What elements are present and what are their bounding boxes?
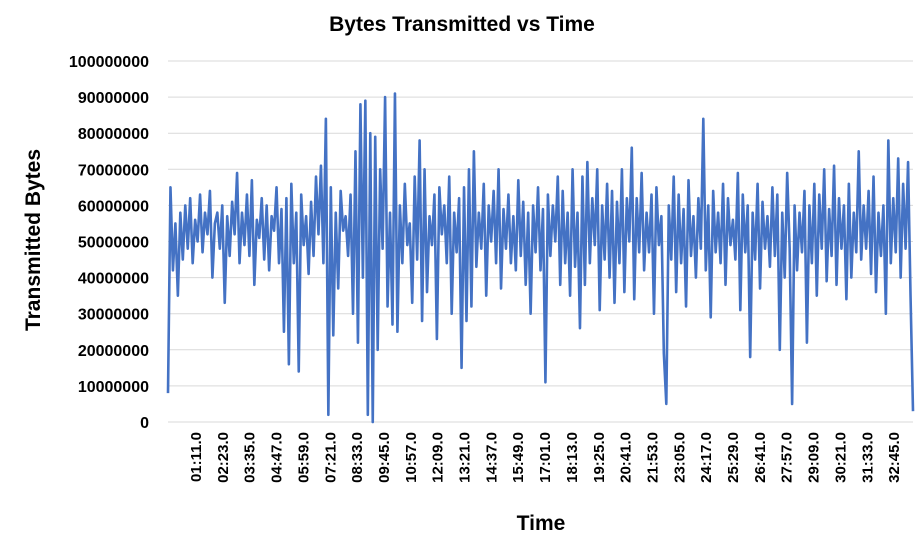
y-axis-tick-labels: 0 10000000 20000000 30000000 40000000 5000000…	[69, 54, 149, 432]
x-tick-label: 31:33.0	[859, 432, 876, 483]
x-tick-label: 29:09.0	[806, 432, 823, 483]
x-tick-label: 03:35.0	[242, 432, 259, 483]
y-tick-label: 0	[140, 415, 149, 432]
x-tick-label: 13:21.0	[457, 432, 474, 483]
x-tick-label: 10:57.0	[403, 432, 420, 483]
x-tick-label: 32:45.0	[886, 432, 903, 483]
x-tick-label: 30:21.0	[832, 432, 849, 483]
x-tick-label: 27:57.0	[779, 432, 796, 483]
x-tick-label: 20:41.0	[618, 432, 635, 483]
y-tick-label: 50000000	[78, 235, 149, 252]
x-tick-label: 19:25.0	[591, 432, 608, 483]
x-tick-label: 17:01.0	[537, 432, 554, 483]
x-tick-label: 12:09.0	[430, 432, 447, 483]
x-axis-title: Time	[517, 512, 566, 535]
y-tick-label: 30000000	[78, 307, 149, 324]
y-tick-label: 40000000	[78, 271, 149, 288]
x-axis-tick-labels: 01:11.0 02:23.0 03:35.0 04:47.0 05:59.0 07:21…	[188, 432, 903, 483]
y-tick-label: 80000000	[78, 126, 149, 143]
x-tick-label: 26:41.0	[752, 432, 769, 483]
x-tick-label: 18:13.0	[564, 432, 581, 483]
x-tick-label: 23:05.0	[671, 432, 688, 483]
x-tick-label: 14:37.0	[483, 432, 500, 483]
series-layer	[166, 92, 915, 424]
y-axis-title: Transmitted Bytes	[22, 149, 45, 331]
x-tick-label: 01:11.0	[188, 432, 205, 482]
x-tick-label: 24:17.0	[698, 432, 715, 483]
series-line-0	[166, 92, 915, 424]
x-tick-label: 05:59.0	[295, 432, 312, 483]
y-tick-label: 90000000	[78, 90, 149, 107]
y-tick-label: 100000000	[69, 54, 149, 71]
x-tick-label: 08:33.0	[349, 432, 366, 483]
y-tick-label: 60000000	[78, 198, 149, 215]
x-tick-label: 09:45.0	[376, 432, 393, 483]
y-tick-label: 70000000	[78, 162, 149, 179]
x-tick-label: 07:21.0	[322, 432, 339, 483]
y-tick-label: 10000000	[78, 379, 149, 396]
x-tick-label: 21:53.0	[644, 432, 661, 483]
x-tick-label: 25:29.0	[725, 432, 742, 483]
x-tick-label: 04:47.0	[269, 432, 286, 483]
x-tick-label: 02:23.0	[215, 432, 232, 483]
x-tick-label: 15:49.0	[510, 432, 527, 483]
y-tick-label: 20000000	[78, 343, 149, 360]
chart-title: Bytes Transmitted vs Time	[329, 13, 595, 36]
